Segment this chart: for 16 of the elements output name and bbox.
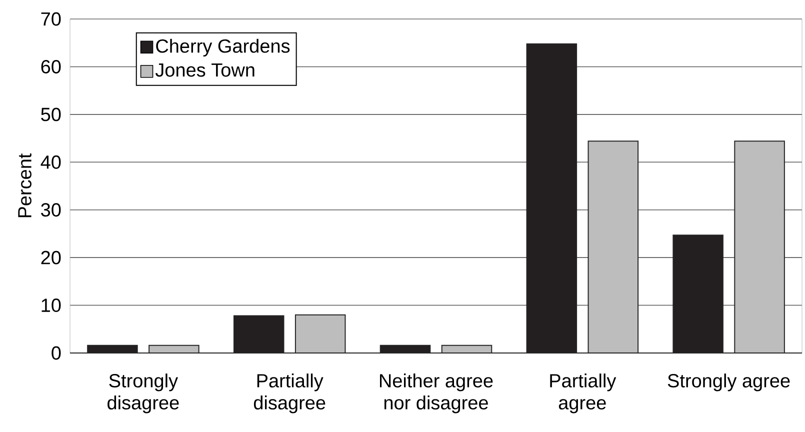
y-tick-label: 60 [41,60,61,74]
y-axis-title: Percent [18,153,32,218]
legend-label: Cherry Gardens [156,38,290,57]
x-tick-label: Strongly disagree [108,374,179,414]
y-tick-label: 0 [52,346,61,360]
y-tick-label: 70 [41,12,61,26]
legend-label: Jones Town [155,63,254,77]
x-tick-label: Neither agree nor disagree [380,374,493,414]
y-tick-label: 10 [42,298,61,312]
y-tick-label: 20 [41,250,61,264]
y-tick-label: 50 [41,108,61,122]
x-tick-label: Strongly agree [668,374,790,392]
x-tick-label: Partially disagree [254,374,326,414]
x-tick-label: Partially agree [550,374,616,414]
y-tick-label: 30 [41,203,61,217]
y-tick-label: 40 [40,155,61,169]
